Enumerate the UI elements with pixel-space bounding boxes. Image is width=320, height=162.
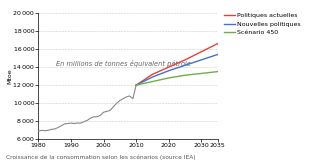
Text: Croissance de la consommation selon les scénarios (source IEA): Croissance de la consommation selon les …	[6, 155, 196, 160]
Text: En millions de tonnes équivalent pétrole: En millions de tonnes équivalent pétrole	[56, 60, 191, 67]
Y-axis label: Mtoe: Mtoe	[7, 68, 12, 84]
Legend: Politiques actuelles, Nouvelles politiques, Scénario 450: Politiques actuelles, Nouvelles politiqu…	[221, 10, 304, 38]
